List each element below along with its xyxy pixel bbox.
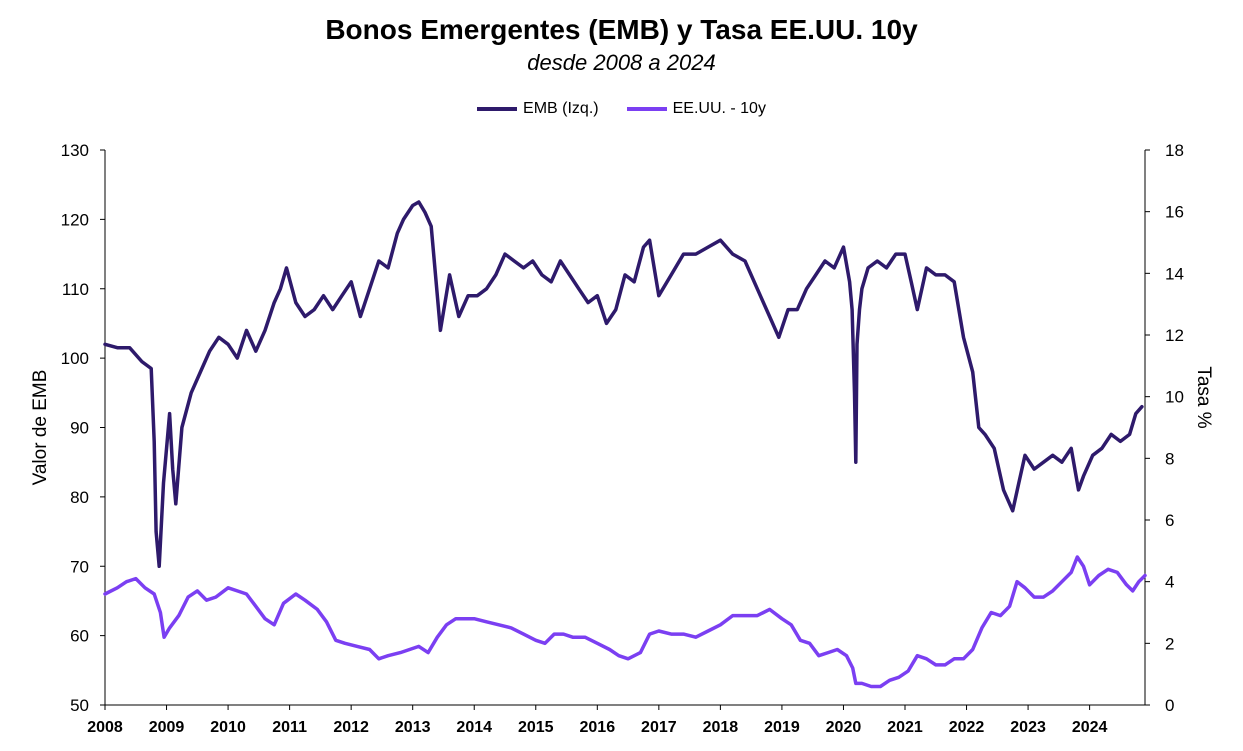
series-line-us10y [103,555,1147,689]
x-tick-label: 2015 [518,719,554,736]
left-tick-label: 110 [62,280,89,299]
right-tick-label: 16 [1165,203,1184,222]
x-tick-label: 2014 [456,719,492,736]
right-tick-label: 0 [1165,696,1174,715]
legend-item-us10y: EE.UU. - 10y [626,100,766,118]
x-tick-label: 2017 [641,719,677,736]
left-tick-label: 120 [61,210,89,229]
x-tick-label: 2010 [210,719,246,736]
right-tick-label: 6 [1165,511,1174,530]
x-tick-label: 2019 [764,719,800,736]
right-tick-label: 10 [1165,388,1184,407]
x-tick-label: 2021 [887,719,923,736]
legend-label-emb: EMB (Izq.) [523,100,599,117]
legend: EMB (Izq.) EE.UU. - 10y [0,100,1243,118]
x-tick-label: 2020 [826,719,862,736]
legend-swatch-us10y [626,107,667,111]
right-tick-label: 18 [1165,141,1184,160]
x-tick-label: 2023 [1010,719,1046,736]
series-line-emb [103,200,1144,569]
left-tick-label: 50 [70,696,89,715]
y-axis-label-right: Tasa % [1193,366,1214,428]
right-tick-label: 2 [1165,634,1174,653]
left-tick-label: 60 [70,627,89,646]
legend-swatch-emb [477,107,518,111]
right-tick-label: 14 [1165,264,1184,283]
left-tick-label: 70 [70,557,89,576]
x-tick-label: 2018 [703,719,739,736]
right-tick-label: 4 [1165,573,1174,592]
x-tick-label: 2016 [580,719,616,736]
chart-subtitle: desde 2008 a 2024 [527,50,716,75]
left-tick-label: 90 [70,419,89,438]
legend-item-emb: EMB (Izq.) [477,100,599,118]
x-tick-label: 2009 [149,719,185,736]
x-tick-label: 2011 [272,719,307,736]
x-tick-label: 2008 [87,719,123,736]
right-tick-label: 8 [1165,449,1174,468]
legend-label-us10y: EE.UU. - 10y [672,100,766,117]
right-tick-label: 12 [1165,326,1184,345]
left-tick-label: 100 [61,349,89,368]
x-tick-label: 2012 [333,719,369,736]
x-tick-label: 2024 [1072,719,1108,736]
x-tick-label: 2013 [395,719,431,736]
y-axis-label-left: Valor de EMB [30,370,51,486]
left-tick-label: 80 [70,488,89,507]
x-tick-label: 2022 [949,719,985,736]
left-tick-label: 130 [61,141,89,160]
chart-title: Bonos Emergentes (EMB) y Tasa EE.UU. 10y [325,14,918,45]
